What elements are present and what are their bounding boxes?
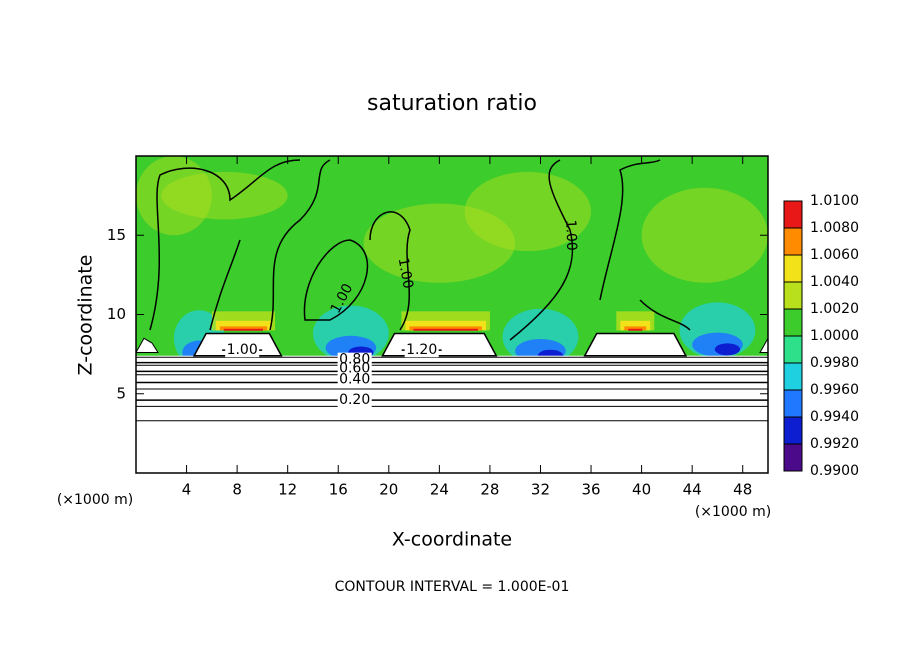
contour-label: 1.00 xyxy=(395,257,416,290)
mound xyxy=(583,332,688,357)
field-patch xyxy=(219,326,268,331)
colorbar-band xyxy=(784,309,802,336)
field-patch xyxy=(624,326,647,331)
x-tick-label: 8 xyxy=(232,481,242,499)
x-tick-label: 16 xyxy=(329,481,348,499)
x-tick-label: 36 xyxy=(581,481,600,499)
colorbar-tick-label: 1.0040 xyxy=(810,274,859,290)
colorbar-tick-label: 1.0080 xyxy=(810,220,859,236)
colorbar-tick-label: 1.0020 xyxy=(810,301,859,317)
colorbar-band xyxy=(784,282,802,309)
mound xyxy=(136,337,159,354)
x-tick-label: 48 xyxy=(733,481,752,499)
contour-label-bg xyxy=(225,343,260,358)
mound xyxy=(759,337,768,354)
colorbar-band xyxy=(784,201,802,228)
colorbar-tick-label: 0.9960 xyxy=(810,382,859,398)
colorbar-band xyxy=(784,228,802,255)
contour-line xyxy=(303,239,369,321)
contour-label-bg xyxy=(337,372,372,387)
unit-label: (×1000 m) xyxy=(57,492,133,508)
mound xyxy=(381,332,498,357)
x-axis-label: X-coordinate xyxy=(392,529,512,551)
colorbar-tick-label: 0.9980 xyxy=(810,355,859,371)
contour-line xyxy=(149,159,301,331)
field-patch xyxy=(223,328,264,331)
colorbar-band xyxy=(784,255,802,282)
contour-label: 0.60 xyxy=(339,360,370,376)
colorbar-band xyxy=(784,363,802,390)
field-patch xyxy=(620,320,651,331)
field-patch xyxy=(363,203,516,283)
field-patch xyxy=(409,326,482,331)
contour-label: 0.40 xyxy=(339,371,370,387)
x-tick-label: 24 xyxy=(430,481,449,499)
field-patch xyxy=(628,328,643,331)
contour-label-bg xyxy=(337,393,372,408)
colorbar-band xyxy=(784,417,802,444)
y-tick-label: 5 xyxy=(116,384,126,402)
field-patch xyxy=(136,156,212,236)
x-tick-label: 28 xyxy=(480,481,499,499)
field-patch xyxy=(413,328,478,331)
chart-title: saturation ratio xyxy=(367,91,537,116)
x-tick-label: 40 xyxy=(632,481,651,499)
contour-label-bg xyxy=(404,343,439,358)
contour-label: 0.80 xyxy=(339,352,370,368)
contour-label: 1.20 xyxy=(406,342,437,358)
y-tick-label: 15 xyxy=(107,226,126,244)
x-tick-label: 32 xyxy=(531,481,550,499)
colorbar-band xyxy=(784,390,802,417)
field-patch xyxy=(215,320,272,331)
colorbar-tick-label: 1.0000 xyxy=(810,328,859,344)
lower-region xyxy=(136,355,768,473)
contour-line xyxy=(369,211,411,331)
colorbar-tick-label: 0.9940 xyxy=(810,409,859,425)
field-patch xyxy=(464,171,592,252)
x-tick-label: 4 xyxy=(182,481,192,499)
colorbar-tick-label: 0.9900 xyxy=(810,463,859,479)
field-patch xyxy=(641,187,768,283)
contour-label: 0.20 xyxy=(339,392,370,408)
y-tick-label: 10 xyxy=(107,305,126,323)
field-patch xyxy=(714,343,741,356)
colorbar-tick-label: 0.9920 xyxy=(810,436,859,452)
y-axis-label: Z-coordinate xyxy=(75,255,97,376)
contour-line xyxy=(639,299,691,331)
colorbar-band xyxy=(784,444,802,471)
contour-line xyxy=(269,159,331,331)
unit-label: (×1000 m) xyxy=(695,504,771,520)
colorbar-band xyxy=(784,336,802,363)
contour-label: 1.00 xyxy=(227,342,258,358)
field xyxy=(136,156,768,473)
footnote: CONTOUR INTERVAL = 1.000E-01 xyxy=(335,579,570,595)
contour-line xyxy=(599,159,661,301)
field-patch xyxy=(405,320,486,331)
colorbar-tick-label: 1.0060 xyxy=(810,247,859,263)
x-tick-label: 44 xyxy=(683,481,702,499)
field-patch xyxy=(161,171,288,220)
colorbar-tick-label: 1.0100 xyxy=(810,193,859,209)
x-tick-label: 20 xyxy=(379,481,398,499)
x-tick-label: 12 xyxy=(278,481,297,499)
contour-line xyxy=(509,159,574,341)
contour-label-bg xyxy=(337,361,372,376)
contour-line xyxy=(209,239,241,331)
contour-label: 1.00 xyxy=(562,219,579,251)
